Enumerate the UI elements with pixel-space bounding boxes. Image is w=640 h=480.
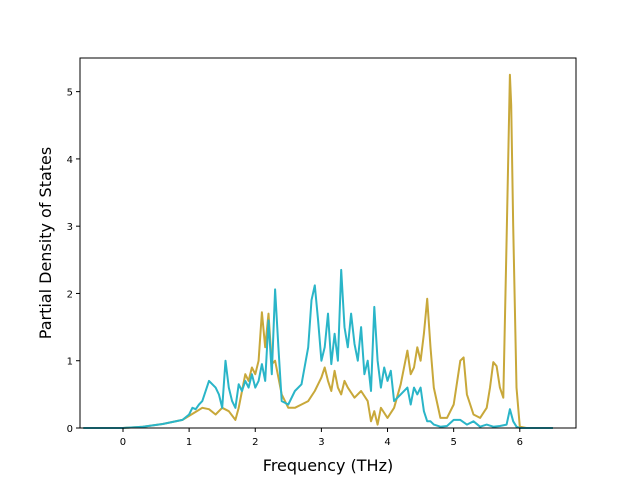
y-tick-label: 5	[67, 88, 73, 99]
x-tick-label: 1	[186, 437, 192, 448]
plot-area	[80, 58, 576, 428]
y-axis-ticks: 0 1 2 3 4 5	[67, 88, 80, 435]
x-tick-label: 4	[384, 437, 390, 448]
x-axis-ticks: 0 1 2 3 4 5 6	[120, 428, 523, 448]
x-tick-label: 3	[318, 437, 324, 448]
x-tick-label: 2	[252, 437, 258, 448]
x-tick-label: 0	[120, 437, 126, 448]
series-line-2	[83, 268, 553, 429]
y-tick-label: 0	[67, 424, 73, 435]
plot-frame	[79, 57, 577, 429]
y-tick-label: 3	[67, 222, 73, 233]
x-axis-label: Frequency (THz)	[263, 456, 393, 475]
axes-layer	[79, 57, 577, 429]
x-tick-label: 5	[450, 437, 456, 448]
series-line-1	[83, 73, 553, 429]
y-tick-label: 1	[67, 357, 73, 368]
x-tick-label: 6	[517, 437, 523, 448]
y-tick-label: 4	[67, 155, 73, 166]
y-axis-label: Partial Density of States	[36, 147, 55, 339]
y-tick-label: 2	[67, 289, 73, 300]
series-layer	[83, 73, 553, 429]
